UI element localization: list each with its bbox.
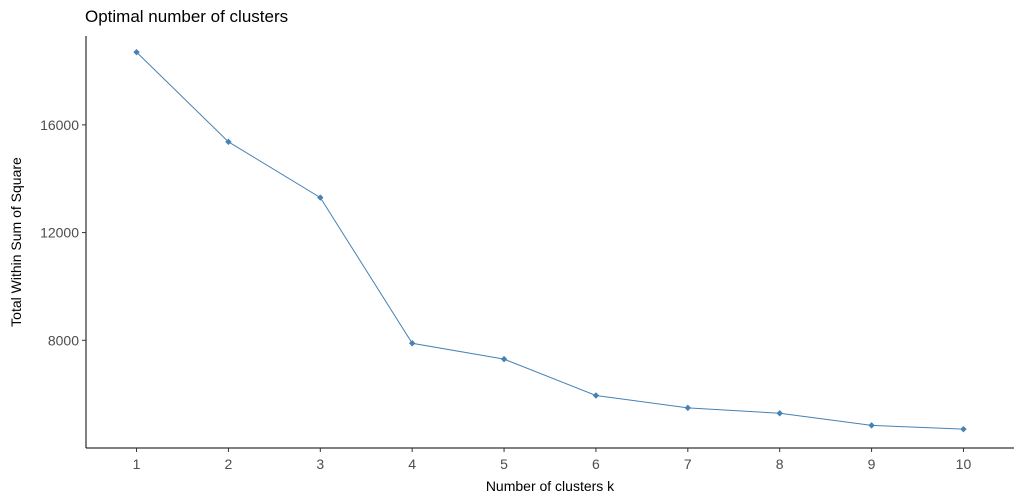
y-tick-label: 16000 xyxy=(40,117,79,133)
x-tick-label: 4 xyxy=(408,456,416,472)
data-point xyxy=(133,48,140,56)
y-tick-label: 8000 xyxy=(48,332,79,348)
x-tick-label: 9 xyxy=(868,456,876,472)
data-point xyxy=(960,425,967,433)
y-tick-label: 12000 xyxy=(40,225,79,241)
x-tick-label: 2 xyxy=(225,456,233,472)
data-point xyxy=(868,422,875,429)
x-tick-label: 10 xyxy=(956,456,972,472)
x-tick-label: 8 xyxy=(776,456,784,472)
x-tick-label: 5 xyxy=(500,456,508,472)
x-tick-label: 1 xyxy=(133,456,141,472)
data-point xyxy=(225,138,232,146)
x-axis-title: Number of clusters k xyxy=(486,478,615,494)
x-tick-label: 7 xyxy=(684,456,692,472)
data-point xyxy=(684,404,692,412)
chart-title: Optimal number of clusters xyxy=(85,7,289,26)
y-axis-title: Total Within Sum of Square xyxy=(8,157,24,327)
axes: 8000 12000 16000 1 2 3 4 5 6 7 8 9 10 xyxy=(40,36,1014,472)
data-point xyxy=(408,340,416,347)
data-point xyxy=(500,355,508,363)
data-point xyxy=(592,392,600,399)
data-point xyxy=(776,410,783,417)
series-layer xyxy=(133,48,967,433)
series-line xyxy=(136,51,964,430)
x-tick-label: 6 xyxy=(592,456,600,472)
x-tick-label: 3 xyxy=(316,456,324,472)
data-point xyxy=(317,194,324,201)
